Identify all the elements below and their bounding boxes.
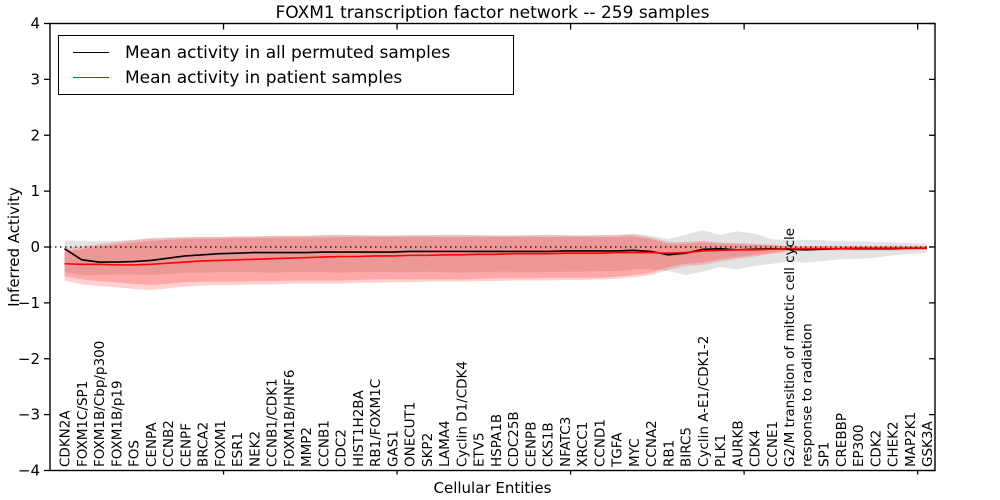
x-tick-label: CDKN2A bbox=[58, 410, 74, 467]
legend-label-permuted: Mean activity in all permuted samples bbox=[125, 42, 451, 63]
x-tick-label: FOXM1B/HNF6 bbox=[282, 370, 298, 467]
x-axis-label: Cellular Entities bbox=[433, 479, 552, 497]
x-tick-label: XRCC1 bbox=[575, 422, 591, 467]
x-tick-label: FOXM1B/Cbp/p300 bbox=[92, 341, 108, 467]
x-tick-label: BIRC5 bbox=[679, 427, 695, 467]
y-tick-label: −1 bbox=[18, 294, 40, 312]
x-tick-label: response to radiation bbox=[799, 323, 815, 467]
chart-title: FOXM1 transcription factor network -- 25… bbox=[275, 3, 710, 23]
legend-entry-permuted: Mean activity in all permuted samples bbox=[73, 43, 513, 63]
x-tick-label: CCNB1 bbox=[316, 420, 332, 467]
x-tick-label: CREBBP bbox=[834, 413, 850, 467]
x-tick-label: NEK2 bbox=[247, 431, 263, 467]
x-tick-label: SP1 bbox=[817, 442, 833, 467]
x-tick-label: FOXM1C/SP1 bbox=[75, 381, 91, 467]
x-tick-label: BRCA2 bbox=[196, 422, 212, 467]
y-axis-label: Inferred Activity bbox=[5, 187, 23, 307]
x-tick-label: CDC2 bbox=[334, 429, 350, 467]
y-tick-label: 2 bbox=[30, 126, 40, 144]
y-tick-label: 1 bbox=[30, 182, 40, 200]
x-tick-label: CKS1B bbox=[541, 422, 557, 467]
x-tick-label: G2/M transition of mitotic cell cycle bbox=[782, 228, 798, 467]
x-tick-label: FOXM1B/p19 bbox=[109, 380, 125, 467]
x-tick-label: TGFA bbox=[610, 432, 626, 468]
legend-line-permuted-icon bbox=[73, 52, 109, 53]
x-tick-label: CCND1 bbox=[592, 419, 608, 467]
band-0 bbox=[64, 230, 927, 275]
x-tick-label: SKP2 bbox=[420, 433, 436, 467]
x-tick-label: RB1/FOXM1C bbox=[368, 379, 384, 467]
y-tick-label: −3 bbox=[18, 406, 40, 424]
x-tick-label: GSK3A bbox=[920, 421, 936, 467]
y-tick-label: −4 bbox=[18, 462, 40, 480]
x-tick-label: CCNA2 bbox=[644, 420, 660, 467]
x-tick-label: FOS bbox=[127, 440, 143, 467]
x-tick-label: CDC25B bbox=[506, 411, 522, 467]
x-tick-label: MAP2K1 bbox=[903, 412, 919, 467]
x-tick-label: Cyclin A-E1/CDK1-2 bbox=[696, 336, 712, 467]
x-tick-label: RB1 bbox=[661, 440, 677, 467]
x-tick-label: PLK1 bbox=[713, 434, 729, 467]
x-tick-label: LAMA4 bbox=[437, 420, 453, 467]
x-tick-label: HIST1H2BA bbox=[351, 389, 367, 467]
x-tick-label: CENPB bbox=[523, 422, 539, 467]
x-tick-label: ESR1 bbox=[230, 432, 246, 467]
y-tick-label: 3 bbox=[30, 70, 40, 88]
x-tick-label: HSPA1B bbox=[489, 414, 505, 467]
x-tick-label: CCNE1 bbox=[765, 421, 781, 467]
x-tick-label: MYC bbox=[627, 438, 643, 467]
x-tick-label: CCNB2 bbox=[161, 420, 177, 467]
x-tick-label: CHEK2 bbox=[886, 421, 902, 467]
x-tick-label: CDK4 bbox=[748, 430, 764, 467]
x-tick-label: CDK2 bbox=[868, 430, 884, 467]
x-tick-label: NFATC3 bbox=[558, 417, 574, 467]
y-tick-label: 4 bbox=[30, 15, 40, 33]
x-tick-label: CENPA bbox=[144, 422, 160, 467]
series-line-1 bbox=[64, 247, 927, 266]
legend-line-patient-icon bbox=[73, 77, 109, 78]
x-tick-label: ETV5 bbox=[472, 432, 488, 467]
x-tick-label: EP300 bbox=[851, 425, 867, 467]
legend-label-patient: Mean activity in patient samples bbox=[125, 67, 403, 88]
y-tick-label: −2 bbox=[18, 350, 40, 368]
x-tick-label: AURKB bbox=[730, 420, 746, 467]
legend-entry-patient: Mean activity in patient samples bbox=[73, 68, 513, 88]
x-tick-label: FOXM1 bbox=[213, 420, 229, 467]
legend: Mean activity in all permuted samples Me… bbox=[58, 35, 514, 95]
x-tick-label: MMP2 bbox=[299, 427, 315, 467]
plot-area bbox=[50, 23, 935, 471]
x-tick-label: Cyclin D1/CDK4 bbox=[454, 361, 470, 467]
x-tick-label: CCNB1/CDK1 bbox=[265, 378, 281, 467]
x-tick-label: CENPF bbox=[178, 423, 194, 467]
y-tick-label: 0 bbox=[30, 238, 40, 256]
x-tick-label: GAS1 bbox=[385, 430, 401, 467]
x-tick-label: ONECUT1 bbox=[403, 402, 419, 467]
